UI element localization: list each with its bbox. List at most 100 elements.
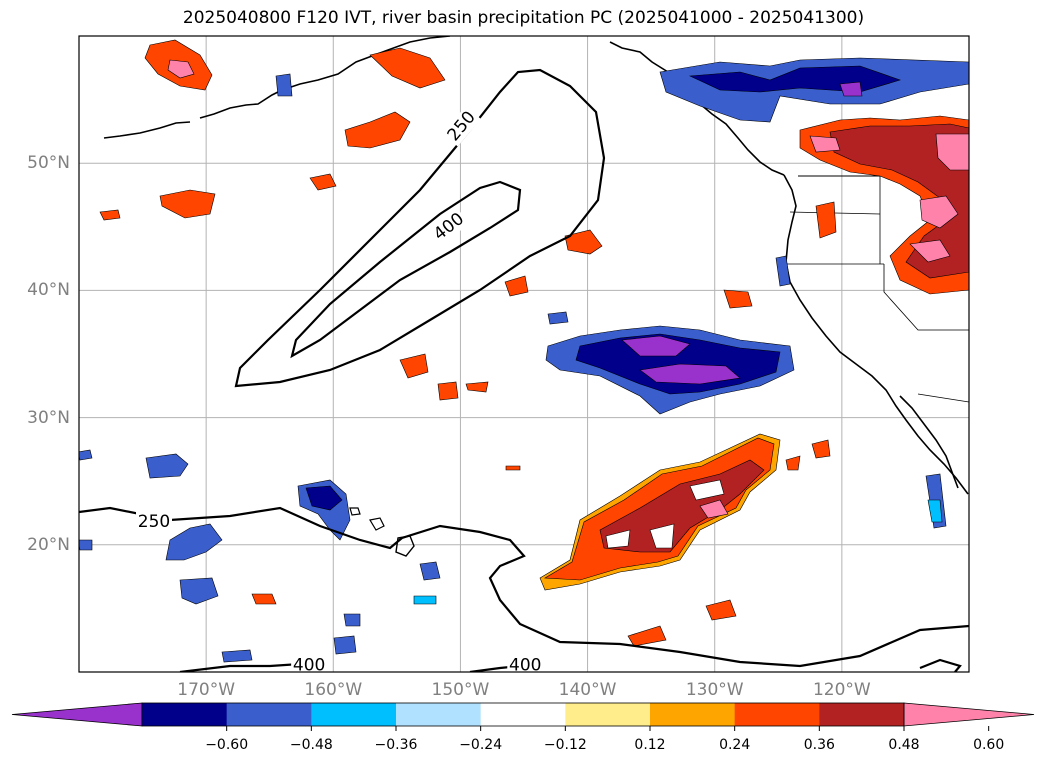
precip-blob-positive <box>564 229 603 255</box>
precip-blob-negative <box>179 577 219 605</box>
ivt-contour-400-se <box>919 658 962 672</box>
ivt-contour-label-background <box>507 655 544 672</box>
precip-blob-positive <box>723 289 753 309</box>
precip-blob-positive <box>689 479 725 501</box>
mexico-border <box>917 393 969 403</box>
colorbar-tick-label: −0.36 <box>374 737 418 753</box>
ivt-contour-label-background <box>442 106 481 147</box>
precip-blob-positive <box>344 111 411 149</box>
ivt-contour-label: 250 <box>138 512 170 532</box>
colorbar-swatch <box>734 703 820 726</box>
precip-blob-negative <box>413 595 437 605</box>
precip-blob-negative <box>547 311 569 325</box>
precip-blob-negative <box>839 81 863 97</box>
ivt-contour-label-background <box>428 207 470 246</box>
colorbar-tick-label: 0.12 <box>634 737 666 753</box>
precip-blob-positive <box>251 593 277 605</box>
colorbar-tick-label: 0.48 <box>888 737 920 753</box>
colorbar-swatch <box>226 703 312 726</box>
colorbar-tick-label: 0.36 <box>803 737 835 753</box>
precip-blob-positive <box>605 529 631 549</box>
nevada-border <box>883 264 969 331</box>
precip-blob-positive <box>919 195 959 229</box>
precip-blob-negative <box>165 523 223 561</box>
longitude-tick-label: 160°W <box>304 680 363 700</box>
colorbar-swatch <box>142 703 228 726</box>
longitude-tick-label: 170°W <box>177 680 236 700</box>
map-title: 2025040800 F120 IVT, river basin precipi… <box>182 8 865 28</box>
map-frame <box>78 35 970 673</box>
ivt-contour-label: 400 <box>293 656 325 676</box>
longitude-tick-label: 120°W <box>812 680 871 700</box>
precip-blob-negative <box>775 255 791 287</box>
hawaii-island <box>369 517 385 531</box>
precip-blob-positive <box>909 239 951 263</box>
alaska-coastline <box>103 36 451 139</box>
ivt-contour-label: 400 <box>509 656 541 676</box>
precip-blob-positive <box>167 59 195 79</box>
colorbar-outline <box>141 702 905 727</box>
colorbar-tick-label: −0.24 <box>459 737 503 753</box>
precip-blob-negative <box>79 449 93 461</box>
precip-blob-negative <box>79 539 93 551</box>
precip-blob-positive <box>809 135 841 153</box>
colorbar-swatch <box>311 703 397 726</box>
precip-blob-negative <box>343 613 361 627</box>
colorbar-swatch <box>650 703 736 726</box>
colorbar-tick-label: 0.60 <box>973 737 1005 753</box>
longitude-tick-label: 140°W <box>558 680 617 700</box>
longitude-tick-label: 150°W <box>431 680 490 700</box>
precip-blob-positive <box>599 459 765 553</box>
colorbar-extend-min <box>11 702 143 727</box>
precip-blob-positive <box>811 439 831 459</box>
precip-blob-positive <box>369 47 446 89</box>
precip-blob-positive <box>627 625 667 647</box>
ivt-contour-label-background <box>136 511 173 532</box>
north-america-west-coast <box>783 174 969 495</box>
colorbar-tick-label: −0.48 <box>289 737 333 753</box>
precip-blob-negative <box>221 649 253 663</box>
colorbar-swatch <box>480 703 566 726</box>
hawaii-island <box>349 507 361 516</box>
precip-blob-negative <box>639 363 741 385</box>
precip-blob-negative <box>145 453 189 479</box>
precip-blob-negative <box>305 485 343 511</box>
ivt-contour-250-north <box>234 68 606 388</box>
precip-blob-positive <box>649 523 675 549</box>
latitude-tick-label: 40°N <box>27 280 70 301</box>
colorbar-swatch <box>819 703 905 726</box>
precip-blob-positive <box>437 381 459 401</box>
precip-blob-positive <box>465 381 489 393</box>
precip-blob-positive <box>785 455 801 471</box>
colorbar-extend-max <box>903 702 1035 727</box>
longitude-tick-label: 130°W <box>685 680 744 700</box>
precip-blob-negative <box>621 335 691 357</box>
precip-blob-negative <box>419 561 441 581</box>
latitude-tick-label: 30°N <box>27 407 70 428</box>
precip-blob-positive <box>99 209 121 221</box>
baja-coast <box>899 395 959 489</box>
colorbar-swatch <box>565 703 651 726</box>
precip-blob-positive <box>399 353 429 379</box>
precip-blob-positive <box>504 275 529 297</box>
colorbar <box>11 702 1035 731</box>
precip-blob-negative <box>927 499 943 523</box>
colorbar-tick-label: −0.12 <box>543 737 587 753</box>
precip-blob-positive <box>505 465 521 471</box>
precip-blob-positive <box>309 173 337 191</box>
ivt-contour-250-south <box>79 506 969 668</box>
precip-blob-positive <box>159 189 216 219</box>
precip-blob-positive <box>705 599 737 621</box>
ivt-contour-label-background <box>291 655 328 672</box>
precip-blob-positive <box>699 499 729 519</box>
precip-blob-negative <box>333 635 357 655</box>
colorbar-tick-label: 0.24 <box>719 737 751 753</box>
precip-blob-positive <box>935 133 969 171</box>
colorbar-tick-label: −0.60 <box>205 737 249 753</box>
precip-blob-negative <box>275 73 293 97</box>
latitude-tick-label: 50°N <box>27 153 70 174</box>
precip-fill-areas <box>79 39 969 663</box>
ivt-contour-400-north <box>290 180 522 359</box>
latitude-tick-label: 20°N <box>27 534 70 555</box>
